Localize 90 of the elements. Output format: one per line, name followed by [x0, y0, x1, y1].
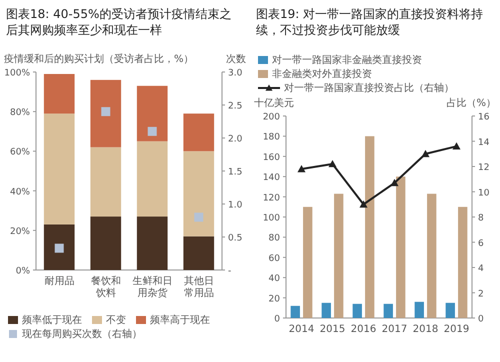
- point: [422, 150, 430, 158]
- bar: [396, 176, 406, 318]
- bar: [183, 114, 214, 152]
- x-tick-label: 2017: [382, 324, 408, 335]
- bar: [290, 306, 300, 318]
- point: [54, 244, 64, 253]
- y2-axis-title: 次数: [226, 54, 246, 65]
- y-tick-label: 160: [262, 152, 280, 163]
- legend-label: 频率低于现在: [22, 314, 82, 326]
- point: [452, 142, 460, 150]
- bar: [90, 216, 122, 270]
- bar: [90, 80, 122, 148]
- y-tick-label: 0%: [16, 266, 30, 276]
- bar: [90, 147, 122, 217]
- x-tick-label: 2014: [288, 324, 314, 335]
- y2-tick-label: 0: [478, 314, 484, 324]
- y2-tick-label: 4: [478, 264, 484, 274]
- y2-tick-label: 0.5: [228, 234, 242, 244]
- point: [101, 107, 110, 116]
- y2-tick-label: 2: [478, 289, 484, 300]
- y2-tick-label: 16: [478, 112, 490, 122]
- y2-tick-label: -: [228, 266, 232, 276]
- y-tick-label: 80%: [10, 108, 30, 118]
- point: [360, 200, 368, 208]
- y2-tick-label: 6: [478, 238, 484, 249]
- y2-tick-label: 12: [478, 163, 490, 173]
- y-tick-label: 60%: [10, 148, 30, 158]
- x-tick-label: 餐饮和饮料: [90, 275, 121, 299]
- x-tick-label: 生鲜和日用杂货: [132, 275, 172, 299]
- bar: [136, 86, 168, 142]
- bar: [136, 216, 168, 270]
- y2-tick-label: 2.0: [228, 134, 243, 144]
- y2-axis-title: 占比（%）: [446, 97, 496, 109]
- bar: [365, 136, 374, 318]
- bar: [414, 302, 424, 318]
- bar: [458, 206, 468, 318]
- bar: [334, 194, 344, 318]
- y-tick-label: 20: [268, 294, 280, 304]
- legend-label: 频率高于现在: [150, 314, 210, 326]
- y-tick-label: 0: [274, 314, 280, 324]
- point: [148, 126, 157, 136]
- point: [194, 212, 204, 222]
- bar: [44, 224, 75, 270]
- x-tick-label: 2018: [412, 324, 438, 335]
- x-tick-label: 2015: [320, 324, 346, 335]
- legend-label: 对一带一路国家直接投资占比（右轴）: [284, 82, 454, 94]
- x-tick-label: 耐用品: [44, 276, 74, 287]
- y-tick-label: 20%: [10, 226, 30, 237]
- y2-tick-label: 1.0: [228, 200, 243, 210]
- legend-label: 现在每周购买次数（右轴）: [22, 328, 142, 340]
- y2-tick-label: 3.0: [228, 68, 243, 78]
- point: [298, 165, 306, 172]
- y-tick-label: 200: [262, 112, 280, 122]
- legend-label: 对一带一路国家非金融类直接投资: [272, 54, 422, 66]
- chart-title: 图表19: 对一带一路国家的直接投资料将持续，不过投资步伐可能放缓: [256, 6, 484, 38]
- x-tick-label: 2016: [350, 324, 376, 335]
- y-tick-label: 80: [268, 234, 280, 244]
- x-tick-label: 其他日常用品: [184, 275, 214, 299]
- bar: [446, 302, 455, 318]
- y-tick-label: 180: [262, 132, 280, 143]
- legend-label: 不变: [106, 314, 126, 326]
- x-tick-label: 2019: [444, 324, 470, 335]
- bar: [44, 74, 75, 114]
- bar: [136, 141, 168, 217]
- y2-tick-label: 2.5: [228, 102, 242, 112]
- bar: [183, 236, 214, 270]
- y-tick-label: 100: [262, 214, 280, 224]
- bar: [303, 206, 312, 318]
- y-tick-label: 40%: [10, 187, 30, 198]
- bar: [427, 194, 436, 318]
- bar: [44, 114, 75, 224]
- y-tick-label: 100%: [4, 68, 30, 78]
- bar: [352, 304, 362, 318]
- bar: [322, 302, 331, 318]
- point: [328, 160, 336, 168]
- y2-tick-label: 10: [478, 188, 490, 198]
- y2-tick-label: 14: [478, 138, 490, 148]
- y-tick-label: 140: [262, 173, 280, 184]
- y-tick-label: 40: [268, 274, 280, 284]
- y2-tick-label: 1.5: [228, 168, 242, 178]
- bar: [183, 151, 214, 236]
- bar: [384, 304, 393, 318]
- y-axis-title: 十亿美元: [254, 97, 294, 109]
- y-tick-label: 60: [268, 254, 280, 264]
- y-axis-title: 疫情缓和后的购买计划（受访者占比，%）: [4, 53, 194, 65]
- chart-title: 图表18: 40-55%的受访者预计疫情结束之后其网购频率至少和现在一样: [6, 6, 232, 38]
- y-tick-label: 120: [262, 193, 280, 204]
- point: [390, 178, 398, 186]
- legend-label: 非金融类对外直接投资: [272, 68, 372, 80]
- y2-tick-label: 8: [478, 214, 484, 224]
